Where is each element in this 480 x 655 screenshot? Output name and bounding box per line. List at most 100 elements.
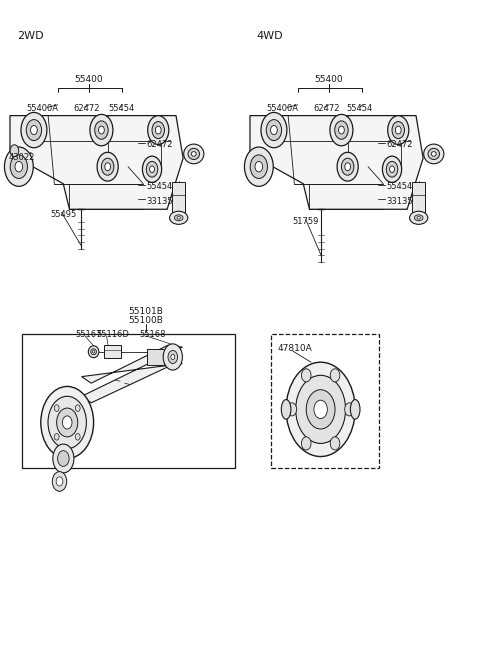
Ellipse shape [91,348,96,354]
Text: 62472: 62472 [73,104,99,113]
Circle shape [26,120,42,141]
Text: 55400A: 55400A [26,104,59,113]
Circle shape [396,126,401,134]
Circle shape [301,369,311,382]
Circle shape [90,115,113,146]
Circle shape [314,400,327,419]
Text: 55101B: 55101B [129,307,164,316]
Text: 55168: 55168 [139,329,166,339]
Bar [147,349,164,365]
Text: 55167: 55167 [76,329,102,339]
Circle shape [250,155,267,179]
Circle shape [4,147,33,186]
Text: 55454: 55454 [146,182,173,191]
Polygon shape [10,115,183,210]
Circle shape [261,113,287,148]
Text: 62472: 62472 [386,140,413,149]
Circle shape [21,113,47,148]
Text: 55100B: 55100B [129,316,164,325]
Ellipse shape [414,215,423,221]
Ellipse shape [428,149,440,160]
Bar [22,334,235,468]
Circle shape [54,405,59,411]
Circle shape [148,116,169,145]
Polygon shape [82,345,182,403]
Circle shape [301,437,311,450]
Circle shape [345,162,350,170]
Text: 4WD: 4WD [257,31,283,41]
Circle shape [388,116,409,145]
Text: 47810A: 47810A [277,344,312,353]
Bar [271,334,379,468]
Circle shape [152,122,165,139]
Circle shape [143,156,162,182]
Circle shape [97,152,118,181]
Circle shape [244,147,273,186]
Circle shape [383,156,402,182]
Text: 33135: 33135 [386,196,413,206]
Circle shape [146,161,158,177]
Text: 55454: 55454 [386,182,413,191]
Ellipse shape [417,216,420,219]
Ellipse shape [424,144,444,164]
Circle shape [41,386,94,458]
Circle shape [390,166,395,172]
Circle shape [156,126,161,134]
Ellipse shape [92,350,95,353]
Circle shape [56,477,63,486]
Circle shape [335,121,348,140]
Ellipse shape [184,144,204,164]
Circle shape [62,416,72,429]
Circle shape [54,434,59,440]
Circle shape [266,120,282,141]
Circle shape [150,166,155,172]
Circle shape [75,405,80,411]
Circle shape [52,472,67,491]
Text: 55116D: 55116D [96,329,129,339]
Circle shape [15,161,23,172]
Circle shape [95,121,108,140]
Text: 55454: 55454 [347,104,373,113]
Ellipse shape [350,400,360,419]
Circle shape [271,126,277,135]
Circle shape [386,161,398,177]
Circle shape [163,344,182,370]
Ellipse shape [177,216,180,219]
Circle shape [10,145,19,157]
Ellipse shape [432,151,436,157]
Ellipse shape [88,346,99,358]
Circle shape [171,354,175,360]
Text: 51759: 51759 [293,217,319,226]
Ellipse shape [409,211,428,225]
Circle shape [255,161,263,172]
Circle shape [345,403,354,416]
Text: 33135: 33135 [146,196,173,206]
Circle shape [58,451,69,466]
Circle shape [105,162,110,170]
Text: 55495: 55495 [50,210,77,219]
Circle shape [330,437,340,450]
Text: 2WD: 2WD [17,31,43,41]
Polygon shape [250,115,423,210]
Circle shape [392,122,405,139]
Circle shape [306,390,335,429]
Ellipse shape [174,215,183,221]
Bar [172,182,185,215]
Circle shape [286,362,355,457]
Text: 55400: 55400 [314,75,343,84]
Circle shape [75,434,80,440]
Text: 55400: 55400 [74,75,103,84]
Bar [412,182,425,215]
Circle shape [296,375,346,443]
Text: 62472: 62472 [313,104,339,113]
Text: 43022: 43022 [9,153,35,162]
Text: 55454: 55454 [108,104,134,113]
Circle shape [341,158,354,175]
Circle shape [330,369,340,382]
Circle shape [101,158,114,175]
Text: 62472: 62472 [146,140,173,149]
Circle shape [57,408,78,437]
Circle shape [338,126,344,134]
Ellipse shape [281,400,291,419]
Circle shape [98,126,104,134]
